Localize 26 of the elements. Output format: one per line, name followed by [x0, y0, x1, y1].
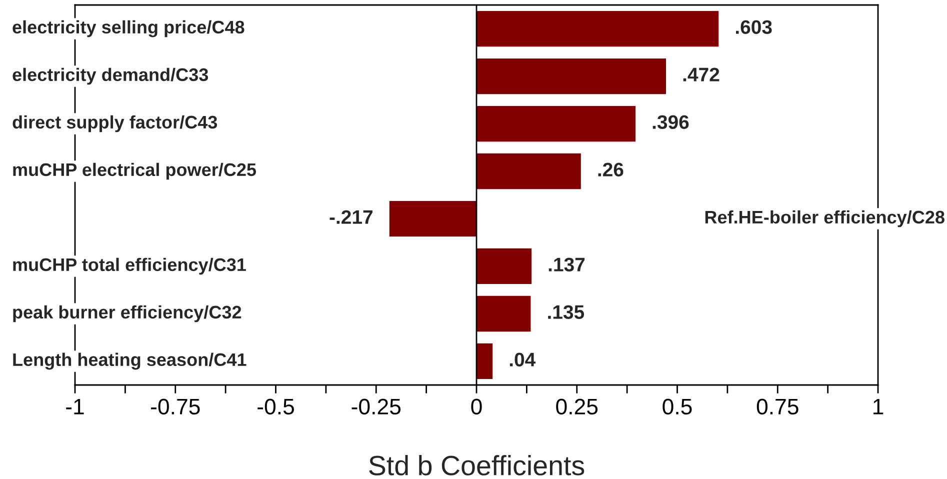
- x-tick-label: -0.5: [258, 398, 294, 415]
- data-label: -.217: [330, 210, 372, 224]
- data-label: .135: [548, 305, 584, 319]
- y-tick-label: Length heating season/C41: [13, 352, 246, 370]
- y-tick-label: muCHP total efficiency/C31: [13, 258, 246, 275]
- y-tick-label: electricity demand/C33: [12, 68, 208, 85]
- y-tick-label: muCHP electrical power/C25: [13, 162, 256, 180]
- y-tick-label: electricity selling price/C48: [12, 20, 244, 38]
- x-tick-label: 0.5: [662, 398, 692, 415]
- x-tick-label: 0.25: [556, 398, 598, 415]
- y-tick-label: Ref.HE-boiler efficiency/C28: [705, 210, 944, 228]
- data-label: .137: [548, 258, 585, 272]
- x-axis-title: Std b Coefficients: [369, 455, 584, 476]
- x-tick-label: 1: [874, 399, 884, 414]
- y-tick-label: peak burner efficiency/C32: [13, 305, 242, 322]
- data-label: .472: [683, 68, 720, 82]
- x-tick-label: 0: [471, 398, 482, 415]
- data-label: .04: [510, 352, 536, 366]
- x-tick-label: -1: [66, 399, 84, 414]
- data-label: .603: [736, 20, 772, 34]
- x-tick-label: 0.75: [756, 398, 798, 415]
- x-tick-label: -0.75: [151, 398, 200, 415]
- x-tick-label: -0.25: [352, 398, 401, 415]
- y-tick-label: direct supply factor/C43: [12, 115, 218, 132]
- data-label: .396: [652, 115, 689, 129]
- data-label: .26: [598, 162, 624, 176]
